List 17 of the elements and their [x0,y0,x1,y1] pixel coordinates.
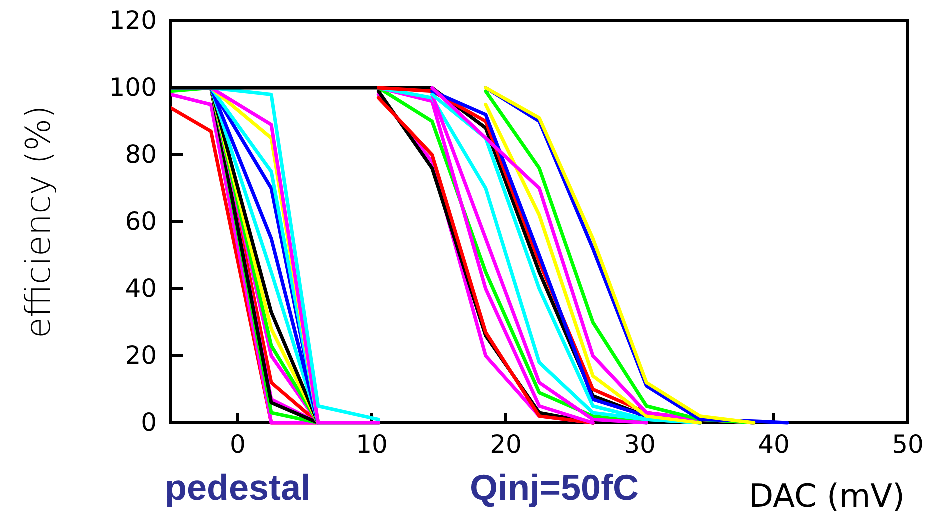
x-tick-label: 40 [758,430,790,459]
y-tick-label: 60 [125,207,157,236]
x-tick-label: 0 [230,430,246,459]
y-axis-title: efficiency (%) [19,106,59,338]
x-tick-label: 20 [490,430,522,459]
y-tick-label: 120 [109,6,157,35]
text: Qinj=50fC [470,467,640,508]
x-tick-label: 50 [892,430,924,459]
y-tick-label: 100 [109,73,157,102]
y-tick-label: 40 [125,274,157,303]
y-tick-label: 20 [125,341,157,370]
y-tick-label: 80 [125,140,157,169]
x-axis-title: DAC (mV) [749,477,905,515]
y-tick-label: 0 [141,408,157,437]
text: pedestal [165,467,312,508]
x-tick-label: 30 [624,430,656,459]
x-tick-label: 10 [356,430,388,459]
